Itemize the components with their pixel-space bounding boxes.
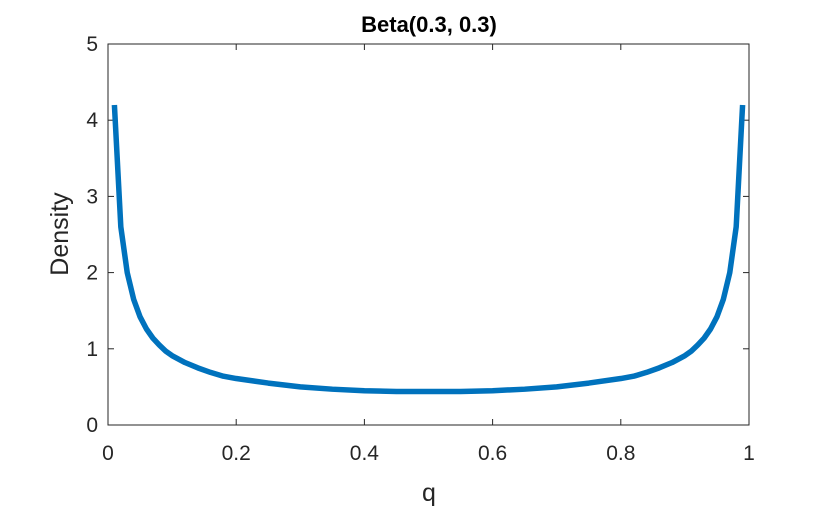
y-tick-label: 4: [86, 109, 98, 132]
x-tick-label: 1: [743, 442, 755, 465]
density-curve: [111, 104, 746, 395]
y-axis-ticks: 0 1 2 3 4 5: [86, 33, 749, 437]
y-tick-label: 3: [86, 185, 98, 208]
x-tick-label: 0.2: [222, 442, 251, 465]
y-axis-label: Density: [46, 192, 74, 276]
y-tick-label: 0: [86, 414, 98, 437]
x-tick-label: 0.4: [350, 442, 380, 465]
x-axis-ticks: 0 0.2 0.4 0.6 0.8 1: [102, 44, 755, 465]
axes-box: [107, 43, 750, 426]
x-tick-label: 0.8: [606, 442, 635, 465]
x-tick-label: 0.6: [478, 442, 507, 465]
plot-area: [108, 44, 749, 425]
chart-title: Beta(0.3, 0.3): [361, 12, 497, 37]
y-tick-label: 1: [86, 338, 98, 361]
series-group: [111, 104, 746, 395]
x-axis-label: q: [422, 479, 436, 507]
y-tick-label: 2: [86, 262, 98, 285]
x-tick-label: 0: [102, 442, 114, 465]
y-tick-label: 5: [86, 33, 98, 56]
